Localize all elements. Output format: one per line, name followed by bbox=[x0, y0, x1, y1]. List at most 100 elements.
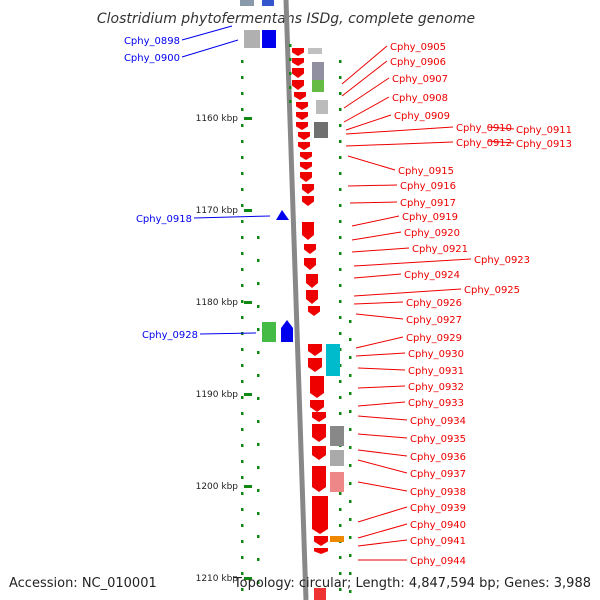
gene-connector bbox=[353, 301, 404, 305]
gene-connector bbox=[343, 77, 390, 109]
tick-mark bbox=[241, 188, 244, 191]
gene-label: Cphy_0930 bbox=[408, 349, 464, 360]
tick-mark bbox=[241, 348, 244, 351]
gene-block bbox=[330, 536, 344, 542]
gene-connector bbox=[357, 385, 406, 389]
reverse-gene-arrow bbox=[298, 142, 310, 150]
gene-block bbox=[262, 30, 276, 48]
gene-label: Cphy_0905 bbox=[390, 42, 446, 53]
tick-mark bbox=[339, 492, 342, 495]
tick-mark bbox=[241, 76, 244, 79]
reverse-gene-arrow bbox=[296, 122, 308, 130]
tick-mark bbox=[257, 374, 260, 377]
reverse-gene-arrow bbox=[296, 112, 308, 120]
gene-connector bbox=[341, 60, 388, 97]
gene-connector bbox=[357, 523, 408, 539]
scale-tick bbox=[244, 577, 252, 580]
tick-mark bbox=[257, 489, 260, 492]
tick-mark bbox=[339, 300, 342, 303]
tick-mark bbox=[289, 72, 292, 75]
gene-label: Cphy_0933 bbox=[408, 398, 464, 409]
gene-block bbox=[330, 426, 344, 446]
tick-mark bbox=[241, 268, 244, 271]
gene-connector bbox=[351, 231, 402, 241]
gene-label: Cphy_0923 bbox=[474, 255, 530, 266]
tick-mark bbox=[339, 220, 342, 223]
tick-mark bbox=[241, 108, 244, 111]
tick-mark bbox=[257, 558, 260, 561]
accession-label: Accession: NC_010001 bbox=[9, 576, 157, 591]
tick-mark bbox=[241, 60, 244, 63]
gene-label: Cphy_0925 bbox=[464, 285, 520, 296]
tick-mark bbox=[339, 140, 342, 143]
tick-mark bbox=[339, 508, 342, 511]
tick-mark bbox=[241, 572, 244, 575]
tick-mark bbox=[241, 508, 244, 511]
tick-mark bbox=[241, 92, 244, 95]
tick-mark bbox=[241, 396, 244, 399]
scale-label: 1200 kbp bbox=[196, 482, 239, 492]
forward-gene-arrow bbox=[281, 320, 293, 342]
tick-mark bbox=[339, 284, 342, 287]
reverse-gene-arrow bbox=[314, 548, 328, 554]
reverse-gene-arrow bbox=[300, 152, 312, 160]
tick-mark bbox=[339, 380, 342, 383]
reverse-gene-arrow bbox=[308, 344, 322, 356]
tick-mark bbox=[339, 412, 342, 415]
gene-label: Cphy_0898 bbox=[124, 36, 180, 47]
tick-mark bbox=[349, 446, 352, 449]
tick-mark bbox=[339, 332, 342, 335]
gene-connector bbox=[487, 126, 515, 130]
tick-mark bbox=[241, 220, 244, 223]
gene-label: Cphy_0944 bbox=[410, 556, 466, 567]
tick-mark bbox=[257, 305, 260, 308]
gene-label: Cphy_0916 bbox=[400, 181, 456, 192]
tick-mark bbox=[257, 397, 260, 400]
tick-mark bbox=[241, 428, 244, 431]
tick-mark bbox=[241, 460, 244, 463]
gene-connector bbox=[349, 201, 398, 204]
reverse-gene-arrow bbox=[306, 290, 318, 304]
reverse-gene-arrow bbox=[304, 244, 316, 254]
scale-label: 1180 kbp bbox=[196, 298, 239, 308]
tick-mark bbox=[257, 328, 260, 331]
gene-label: Cphy_0938 bbox=[410, 487, 466, 498]
tick-mark bbox=[349, 482, 352, 485]
tick-mark bbox=[241, 252, 244, 255]
tick-mark bbox=[241, 588, 244, 591]
reverse-gene-arrow bbox=[302, 222, 314, 240]
reverse-gene-arrow bbox=[292, 58, 304, 66]
tick-mark bbox=[257, 581, 260, 584]
gene-connector bbox=[357, 481, 408, 492]
gene-block bbox=[244, 30, 260, 48]
reverse-gene-arrow bbox=[300, 172, 312, 182]
tick-mark bbox=[349, 500, 352, 503]
gene-label: Cphy_0941 bbox=[410, 536, 466, 547]
gene-connector bbox=[351, 215, 400, 227]
gene-label: Cphy_0915 bbox=[398, 166, 454, 177]
tick-mark bbox=[289, 100, 292, 103]
reverse-gene-arrow bbox=[310, 376, 324, 398]
tick-mark bbox=[241, 492, 244, 495]
tick-mark bbox=[257, 512, 260, 515]
tick-mark bbox=[257, 236, 260, 239]
gene-label: Cphy_0929 bbox=[406, 333, 462, 344]
tick-mark bbox=[241, 364, 244, 367]
gene-connector bbox=[357, 506, 408, 523]
gene-connector bbox=[357, 539, 408, 547]
reverse-gene-arrow bbox=[310, 400, 324, 412]
tick-mark bbox=[241, 476, 244, 479]
gene-label: Cphy_0919 bbox=[402, 212, 458, 223]
tick-mark bbox=[349, 572, 352, 575]
reverse-gene-arrow bbox=[302, 184, 314, 194]
tick-mark bbox=[241, 444, 244, 447]
tick-mark bbox=[339, 396, 342, 399]
reverse-gene-arrow bbox=[292, 48, 304, 56]
reverse-gene-arrow bbox=[312, 412, 326, 422]
gene-label: Cphy_0909 bbox=[394, 111, 450, 122]
gene-connector bbox=[347, 184, 398, 187]
tick-mark bbox=[241, 300, 244, 303]
gene-label: Cphy_0928 bbox=[142, 330, 198, 341]
tick-mark bbox=[257, 420, 260, 423]
